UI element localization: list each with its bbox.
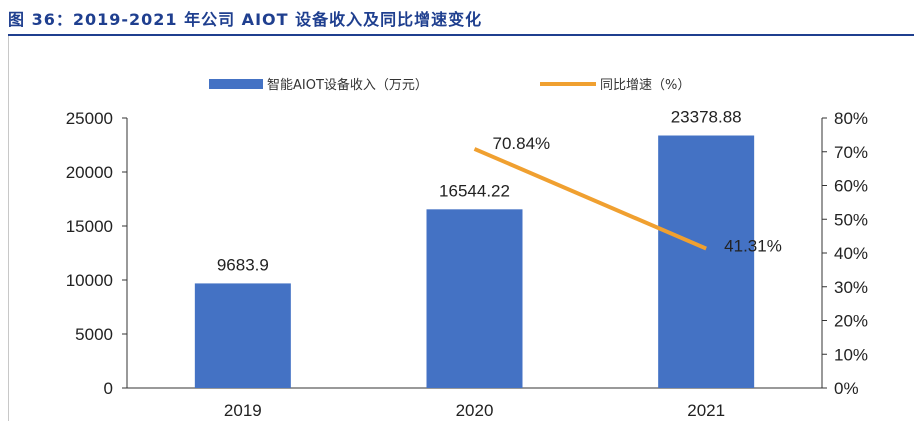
bar-value-label: 16544.22 — [439, 181, 510, 200]
y-right-tick-label: 10% — [834, 345, 868, 364]
bar-value-label: 9683.9 — [217, 255, 269, 274]
y-right-tick-label: 30% — [834, 278, 868, 297]
figure-title: 图 36：2019-2021 年公司 AIOT 设备收入及同比增速变化 — [8, 10, 483, 29]
y-right-tick-label: 40% — [834, 244, 868, 263]
x-tick-label: 2020 — [456, 401, 494, 420]
y-left-tick-label: 0 — [104, 379, 113, 398]
line-value-label: 41.31% — [724, 237, 782, 256]
x-tick-label: 2021 — [687, 401, 725, 420]
y-left-tick-label: 10000 — [66, 271, 113, 290]
y-left-tick-label: 15000 — [66, 217, 113, 236]
frame-border — [8, 36, 9, 421]
y-right-tick-label: 0% — [834, 379, 859, 398]
y-right-tick-label: 70% — [834, 143, 868, 162]
title-divider — [8, 34, 914, 36]
line-value-label: 70.84% — [493, 134, 551, 153]
y-right-tick-label: 50% — [834, 210, 868, 229]
x-tick-label: 2019 — [224, 401, 262, 420]
y-right-tick-label: 80% — [834, 109, 868, 128]
y-left-tick-label: 5000 — [75, 325, 113, 344]
y-right-tick-label: 20% — [834, 312, 868, 331]
bar — [194, 283, 291, 388]
y-left-tick-label: 25000 — [66, 109, 113, 128]
bar — [658, 135, 755, 388]
y-left-tick-label: 20000 — [66, 163, 113, 182]
growth-line — [473, 147, 707, 251]
legend-line-label: 同比增速（%） — [600, 78, 690, 93]
legend-bar-swatch — [209, 79, 263, 89]
bar — [426, 209, 523, 388]
legend-bar-label: 智能AIOT设备收入（万元） — [267, 77, 428, 93]
y-right-tick-label: 60% — [834, 177, 868, 196]
bar-value-label: 23378.88 — [671, 108, 742, 127]
